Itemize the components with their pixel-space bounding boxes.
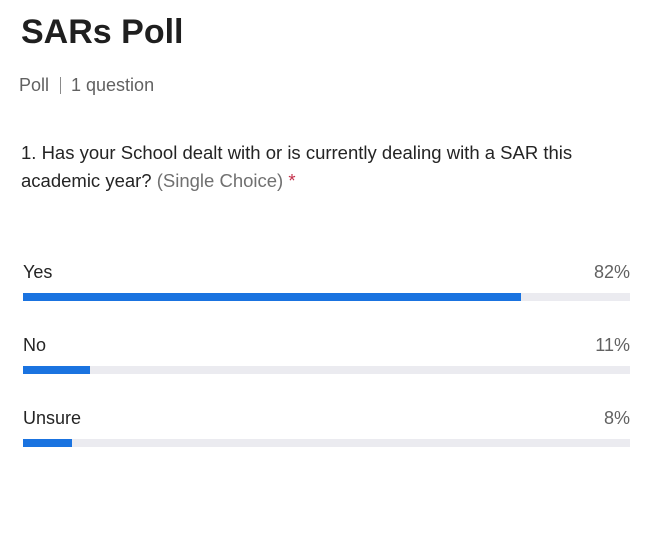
option-label: Unsure <box>23 408 82 428</box>
question-text: 1. Has your School dealt with or is curr… <box>21 139 641 195</box>
result-bar-track <box>23 293 630 301</box>
option-percent: 82% <box>593 262 630 282</box>
poll-title: SARs Poll <box>21 13 184 51</box>
option-percent: 11% <box>595 335 630 355</box>
result-bar-fill <box>23 439 72 447</box>
question-count: 1 question <box>71 75 155 95</box>
option-label: Yes <box>23 262 53 282</box>
required-marker: * <box>288 170 296 191</box>
option-label: No <box>23 335 47 355</box>
result-bar-track <box>23 439 630 447</box>
option-percent: 8% <box>603 408 630 428</box>
result-bar-track <box>23 366 630 374</box>
poll-type-label: Poll <box>19 75 50 95</box>
poll-meta: Poll 1 question <box>19 74 154 96</box>
meta-divider <box>60 76 62 94</box>
result-bar-fill <box>23 366 90 374</box>
option-no: No 11% <box>23 333 630 374</box>
option-unsure: Unsure 8% <box>23 406 630 447</box>
option-yes: Yes 82% <box>23 260 630 301</box>
question-body: 1. Has your School dealt with or is curr… <box>21 142 573 191</box>
result-bar-fill <box>23 293 521 301</box>
question-choice-type: (Single Choice) <box>156 170 284 191</box>
